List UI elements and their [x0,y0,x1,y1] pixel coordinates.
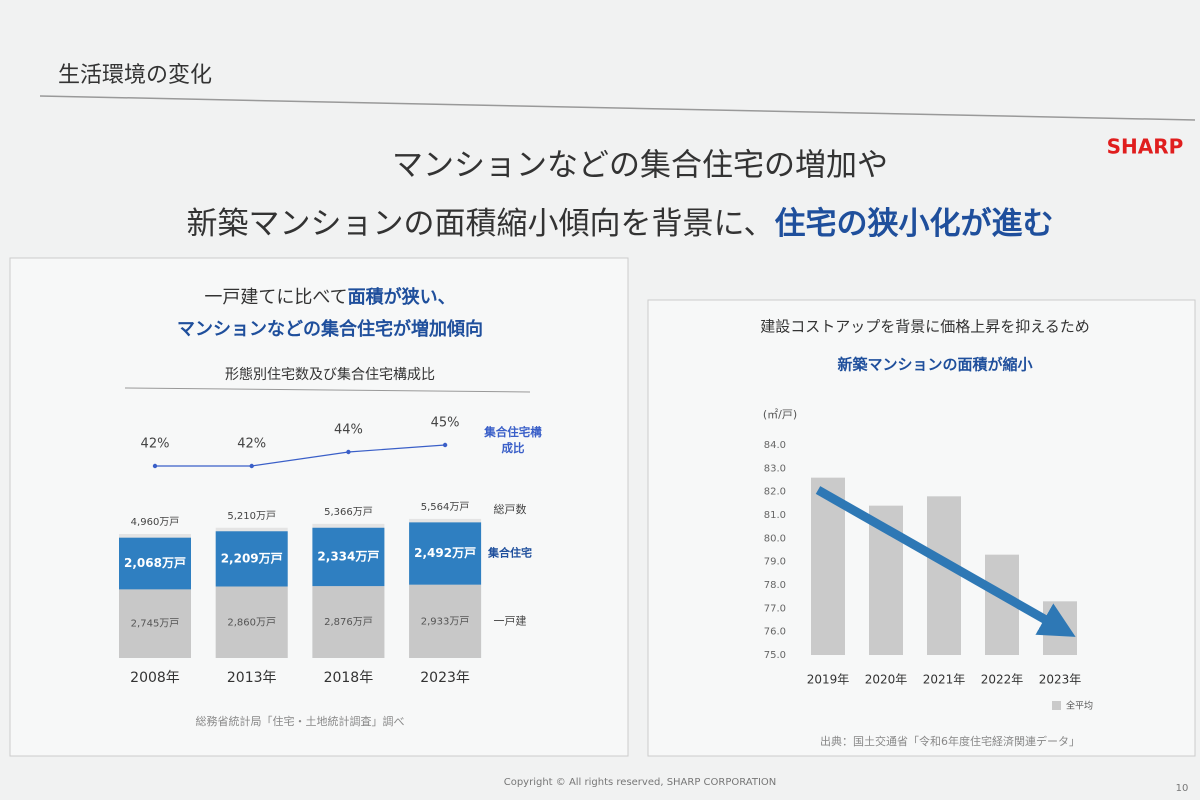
headline-part: 新築マンションの面積縮小傾向を背景に、 [186,206,774,242]
heading-emphasis: マンションなどの集合住宅 [177,318,393,340]
left-panel [9,257,629,757]
ratio-point [346,449,351,455]
panel-heading: 一戸建てに比べて面積が狭い、 [204,286,455,308]
y-tick-label: 78.0 [764,580,786,591]
x-tick-label: 2020年 [865,673,908,687]
x-tick-label: 2019年 [807,673,850,687]
headline-emphasis: 住宅の狭小化が進む [775,206,1054,242]
section-title: 生活環境の変化 [58,63,212,88]
bar [1043,601,1077,655]
x-tick-label: 2013年 [227,670,277,686]
ratio-label: 44% [334,423,363,438]
value-label: 2,492万戸 [414,546,476,560]
value-label: 2,209万戸 [221,551,283,565]
ratio-legend: 集合住宅構成比 [484,425,542,455]
x-tick-label: 2022年 [981,673,1024,687]
value-label: 2,860万戸 [227,616,276,628]
panel-heading: マンションなどの集合住宅が増加傾向 [177,318,483,340]
header-rule [39,95,1196,121]
page-number: 10 [1176,783,1189,794]
ratio-label: 45% [431,416,460,431]
value-label: 2,876万戸 [324,616,373,628]
legend-swatch [1052,701,1061,710]
x-tick-label: 2021年 [923,673,966,687]
y-tick-label: 79.0 [764,557,786,568]
bar-segment [119,537,191,590]
ratio-point [442,442,448,448]
heading-emphasis: 面積が狭い、 [348,286,456,308]
legend-label: 全平均 [1066,700,1093,712]
value-label: 2,068万戸 [124,556,186,570]
ratio-point [249,463,254,469]
total-label: 4,960万戸 [131,516,180,528]
y-unit: (㎡/戸) [763,408,797,421]
bar-segment [215,531,288,587]
panel-heading: 建設コストアップを背景に価格上昇を抑えるため [760,318,1090,336]
y-tick-label: 82.0 [764,487,786,498]
heading-part: 一戸建てに比べて [204,287,347,308]
bar-segment [119,589,191,658]
bar-segment [312,527,385,587]
x-tick-label: 2018年 [324,670,374,686]
x-tick-label: 2023年 [420,670,470,686]
y-tick-label: 83.0 [764,463,786,474]
bar-segment [409,584,482,658]
y-tick-label: 75.0 [764,650,786,661]
bar-segment [215,586,288,658]
title-rule [124,387,531,393]
y-tick-label: 76.0 [764,627,786,638]
plots: 4,960万戸 2,745万戸 2,068万戸 2008年 5,210万戸 2,860万戸… [119,416,1093,712]
value-label: 2,334万戸 [317,549,379,563]
y-tick-label: 77.0 [764,603,786,614]
logo: SHARP [1107,135,1184,159]
copyright: Copyright © All rights reserved, SHARP C… [504,777,777,788]
heading-emphasis: が増加傾向 [393,318,483,340]
trend-arrow [815,486,1076,637]
source: 出典：国土交通省「令和6年度住宅経済関連データ」 [820,734,1080,748]
total-label: 5,366万戸 [324,506,373,518]
x-tick-label: 2008年 [130,670,180,686]
chart-title: 形態別住宅数及び集合住宅構成比 [225,366,435,383]
bar-segment [409,522,482,585]
ratio-label: 42% [237,437,266,452]
total-label: 5,210万戸 [227,510,276,522]
value-label: 2,933万戸 [421,615,470,627]
value-label: 2,745万戸 [131,618,180,630]
y-tick-label: 81.0 [764,510,786,521]
x-tick-label: 2023年 [1039,673,1082,687]
right-panel [647,299,1196,757]
bar-segment [312,586,385,658]
y-tick-label: 80.0 [764,533,786,544]
total-label: 5,564万戸 [421,501,470,513]
ratio-line [155,444,446,467]
legend-label: 一戸建 [494,613,527,627]
y-tick-label: 84.0 [764,440,786,451]
ratio-label: 42% [141,437,170,452]
legend-label: 総戸数 [494,502,527,516]
source: 総務省統計局「住宅・土地統計調査」調べ [196,714,405,728]
headline: マンションなどの集合住宅の増加や [392,148,888,184]
headline: 新築マンションの面積縮小傾向を背景に、住宅の狭小化が進む [186,206,1053,242]
bar [927,496,961,655]
legend-label: 集合住宅 [487,546,532,560]
panel-heading: 新築マンションの面積が縮小 [837,356,1032,374]
ratio-point [152,463,158,469]
